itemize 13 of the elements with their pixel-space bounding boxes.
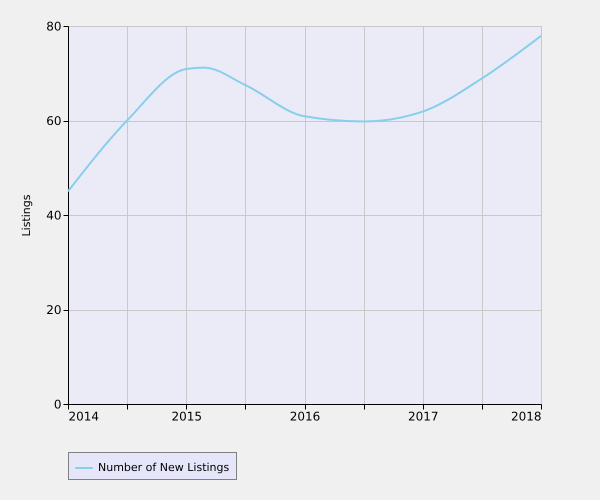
line-series <box>67 34 542 192</box>
y-axis-title: Listings <box>20 194 34 236</box>
x-tick-label: 2018 <box>510 410 542 424</box>
x-tick-label: 2017 <box>408 410 439 424</box>
y-tick-label: 20 <box>46 303 62 317</box>
y-tick-label: 60 <box>46 114 62 128</box>
y-tick-label: 80 <box>46 20 62 34</box>
x-tick-label: 2015 <box>171 410 202 424</box>
legend-label: Number of New Listings <box>98 461 230 474</box>
y-tick-label: 40 <box>46 208 62 222</box>
x-tick-label: 2016 <box>290 410 320 424</box>
x-tick-label: 2014 <box>68 410 100 424</box>
y-tick-label: 0 <box>54 398 62 412</box>
